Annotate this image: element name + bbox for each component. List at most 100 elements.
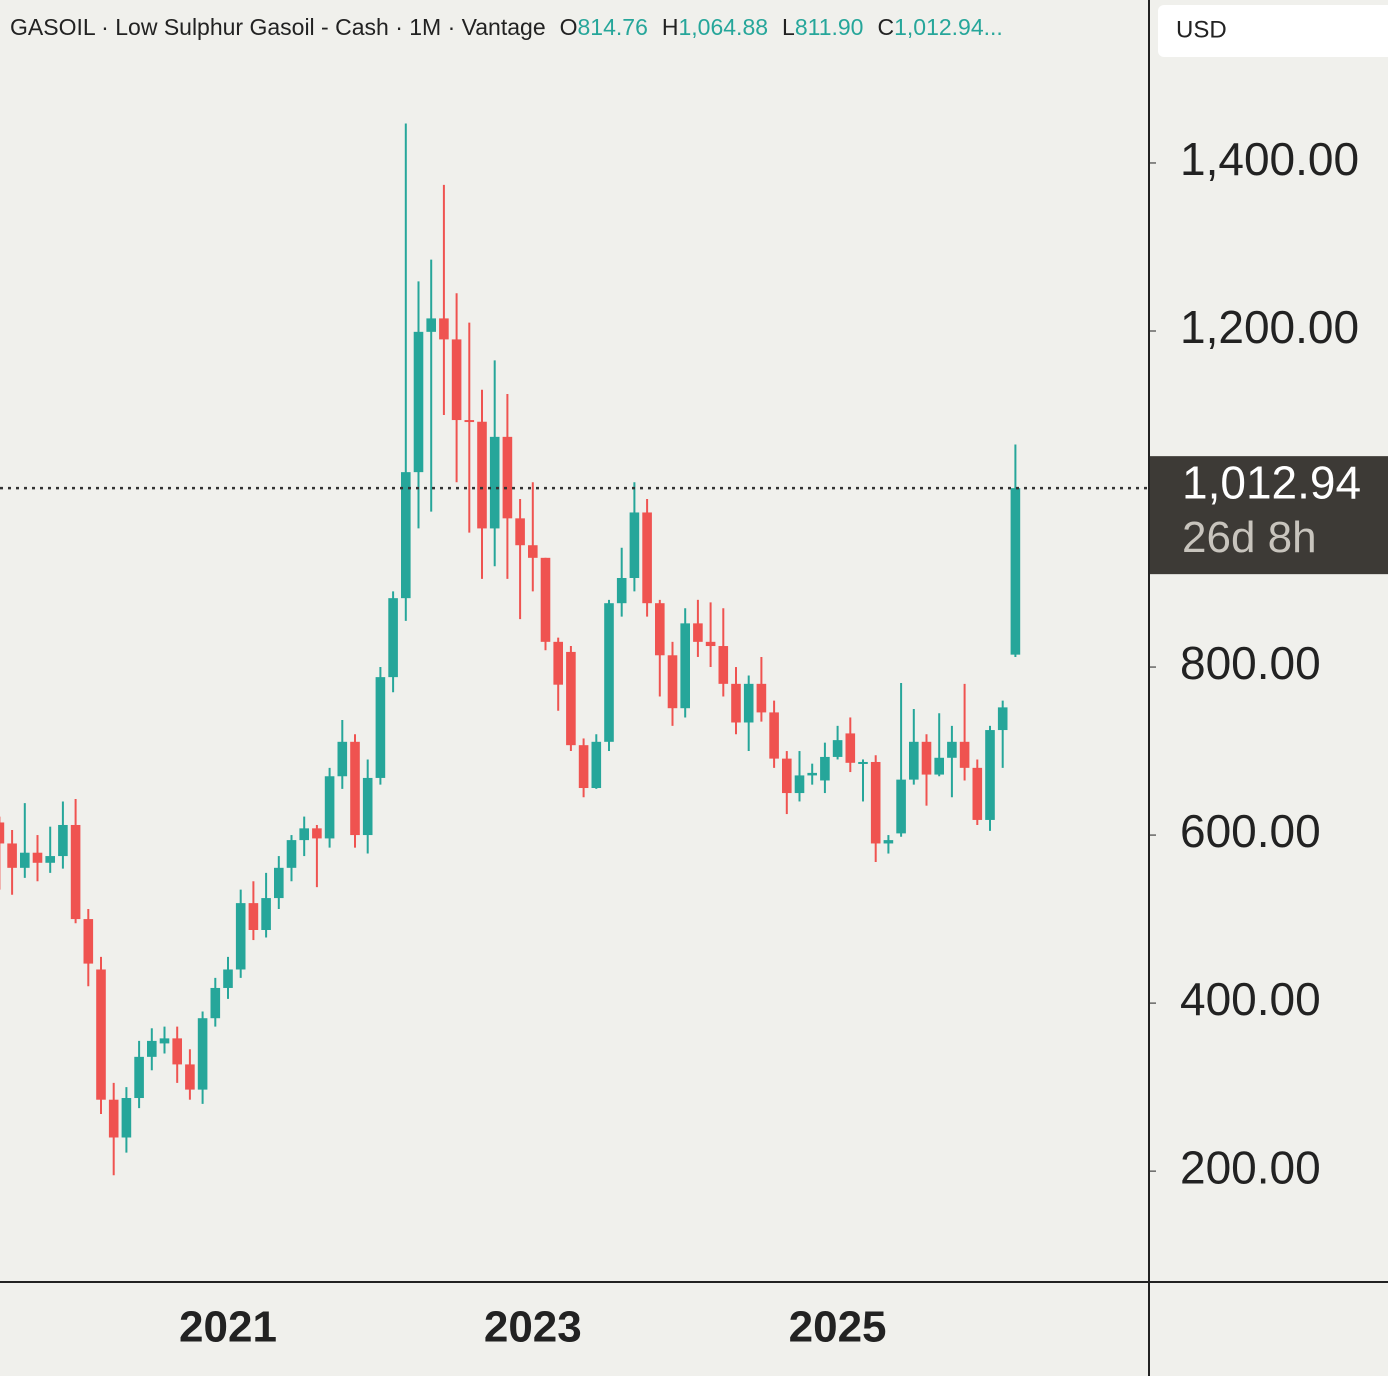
countdown: 26d 8h — [1182, 513, 1317, 562]
candle-body — [718, 646, 729, 684]
candle-body — [947, 741, 957, 758]
candle-body — [464, 420, 475, 423]
y-tick-label: 200.00 — [1180, 1141, 1321, 1193]
candle-body — [274, 867, 284, 899]
header-key: C — [877, 14, 894, 40]
candle-body — [337, 741, 348, 777]
currency-box — [1158, 5, 1388, 57]
y-tick-label: 1,200.00 — [1180, 301, 1359, 353]
candle-body — [147, 1040, 157, 1057]
candle-body — [832, 740, 843, 757]
candle-body — [477, 421, 487, 529]
current-price-label: 1,012.94 — [1182, 456, 1361, 508]
candle-body — [502, 436, 513, 519]
candle-body — [210, 987, 221, 1019]
header-key: H — [662, 14, 679, 40]
candle-body — [769, 712, 779, 759]
candle-body — [693, 623, 703, 642]
candle-body — [870, 761, 881, 844]
candle-body — [972, 767, 983, 820]
candle-body — [743, 683, 754, 723]
header-key: O — [560, 14, 578, 40]
candle-body — [426, 318, 436, 332]
candle-body — [756, 683, 767, 713]
candle-body — [896, 779, 906, 834]
candle-body — [604, 603, 614, 742]
candle-body — [553, 641, 563, 685]
candle-body — [883, 840, 894, 844]
candle-body — [32, 852, 43, 863]
header-title: GASOIL · Low Sulphur Gasoil - Cash · 1M … — [10, 14, 546, 40]
candle-body — [299, 828, 309, 841]
x-tick-label: 2023 — [484, 1303, 582, 1352]
candle-body — [591, 741, 602, 789]
candle-body — [489, 436, 500, 529]
candle-body — [1010, 488, 1021, 655]
candle-body — [959, 741, 970, 768]
candle-body — [375, 677, 386, 778]
x-tick-label: 2021 — [179, 1303, 277, 1352]
candle-body — [731, 683, 741, 723]
candle-body — [540, 557, 551, 642]
header-value: 1,064.88 — [679, 14, 769, 40]
candle-body — [451, 339, 462, 421]
y-tick-label: 800.00 — [1180, 637, 1321, 689]
candle-body — [134, 1056, 144, 1099]
candle-body — [985, 730, 995, 820]
candle-body — [20, 852, 30, 868]
candle-body — [820, 756, 830, 781]
candle-body — [248, 903, 259, 930]
candle-body — [350, 741, 360, 836]
candle-body — [159, 1038, 170, 1044]
y-tick-label: 1,400.00 — [1180, 133, 1359, 185]
candle-body — [858, 761, 868, 764]
candle-body — [172, 1038, 182, 1065]
candle-body — [997, 707, 1008, 731]
header-value: 1,012.94... — [894, 14, 1003, 40]
candle-body — [0, 822, 5, 844]
candle-body — [934, 757, 944, 775]
header-value: 811.90 — [795, 14, 864, 40]
candle-body — [223, 969, 233, 988]
x-tick-label: 2025 — [789, 1303, 887, 1352]
candle-body — [642, 512, 652, 604]
y-tick-label: 600.00 — [1180, 805, 1321, 857]
candle-body — [83, 919, 94, 964]
price-badge — [1150, 456, 1388, 575]
header-value: 814.76 — [578, 14, 648, 40]
candle-body — [70, 824, 81, 920]
candle-body — [185, 1064, 195, 1090]
candle-body — [45, 856, 55, 863]
candle-body — [782, 758, 792, 794]
candle-body — [845, 733, 856, 763]
candle-body — [807, 772, 817, 776]
candle-body — [235, 903, 246, 970]
candle-body — [312, 828, 322, 839]
candle-body — [413, 331, 424, 473]
candle-body — [7, 843, 17, 868]
candle-body — [388, 598, 398, 678]
candle-body — [261, 898, 271, 930]
candle-body — [921, 741, 932, 775]
y-tick-label: 400.00 — [1180, 973, 1321, 1025]
candle-body — [108, 1099, 119, 1138]
header: GASOIL · Low Sulphur Gasoil - Cash · 1M … — [10, 14, 1003, 40]
candle-body — [667, 655, 678, 709]
candle-body — [566, 651, 576, 746]
candle-body — [680, 623, 690, 709]
candle-body — [121, 1098, 132, 1138]
candle-body — [362, 777, 373, 836]
candle-body — [58, 824, 68, 857]
plot — [0, 123, 1021, 1176]
candle-body — [528, 545, 538, 558]
currency: USD — [1176, 16, 1227, 43]
header-key: L — [782, 14, 795, 40]
candle-body — [909, 741, 919, 780]
candle-body — [655, 603, 665, 656]
candle-body — [616, 577, 627, 604]
candle-body — [96, 969, 106, 1100]
candle-body — [794, 775, 805, 794]
candle-body — [439, 318, 449, 340]
candle-body — [578, 745, 589, 789]
